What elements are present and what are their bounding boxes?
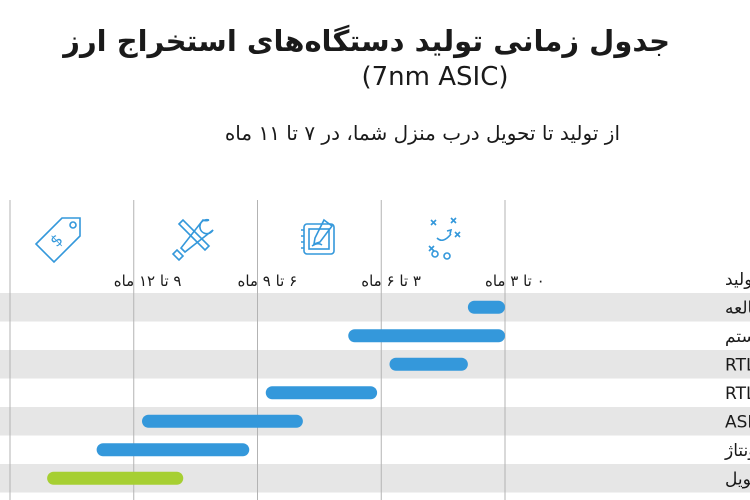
row-bands (0, 293, 750, 493)
task-label: طراحی بورد و سیستم (725, 327, 750, 347)
row-labels: مطالعه طراحی بورد و سیستم RTL RTL to GDSll س… (724, 298, 750, 489)
task-bar (467, 300, 505, 314)
task-label: RTL to GDSll (725, 384, 750, 404)
task-bars (47, 300, 505, 485)
strategy-icon (428, 217, 461, 260)
task-label: RTL (725, 355, 750, 375)
chart-note: از تولید تا تحویل درب منزل شما، در ۷ تا … (224, 121, 620, 145)
phase-label: ۹ تا ۱۲ ماه (114, 272, 182, 290)
axis-title: مرحله تولید (725, 270, 750, 290)
row-band (0, 407, 750, 436)
phase-label: ۰ تا ۳ ماه (485, 272, 545, 290)
design-tablet-icon (301, 218, 335, 255)
task-bar (389, 357, 468, 371)
phase-icons: $ (34, 217, 461, 264)
phase-label: ۶ تا ۹ ماه (238, 272, 298, 290)
task-label: تحویل (725, 469, 750, 489)
task-bar (348, 329, 505, 343)
row-band (0, 350, 750, 379)
task-bar (142, 414, 303, 428)
price-tag-icon: $ (34, 217, 81, 264)
phase-labels: ۰ تا ۳ ماه ۳ تا ۶ ماه ۶ تا ۹ ماه ۹ تا ۱۲ ما… (114, 272, 545, 290)
svg-text:$: $ (46, 230, 67, 251)
task-label: ساخت ASIC (725, 412, 750, 432)
tools-icon (171, 218, 214, 262)
phase-label: ۳ تا ۶ ماه (361, 272, 421, 290)
task-bar (47, 471, 184, 485)
task-bar (96, 443, 250, 457)
chart-subtitle: (7nm ASIC) (361, 62, 509, 92)
task-label: مطالعه (725, 298, 750, 318)
chart-title: جدول زمانی تولید دستگاه‌های استخراج ارز (63, 24, 670, 58)
row-band (0, 293, 750, 322)
task-bar (265, 386, 378, 400)
task-label: مونتاژ (724, 441, 750, 461)
